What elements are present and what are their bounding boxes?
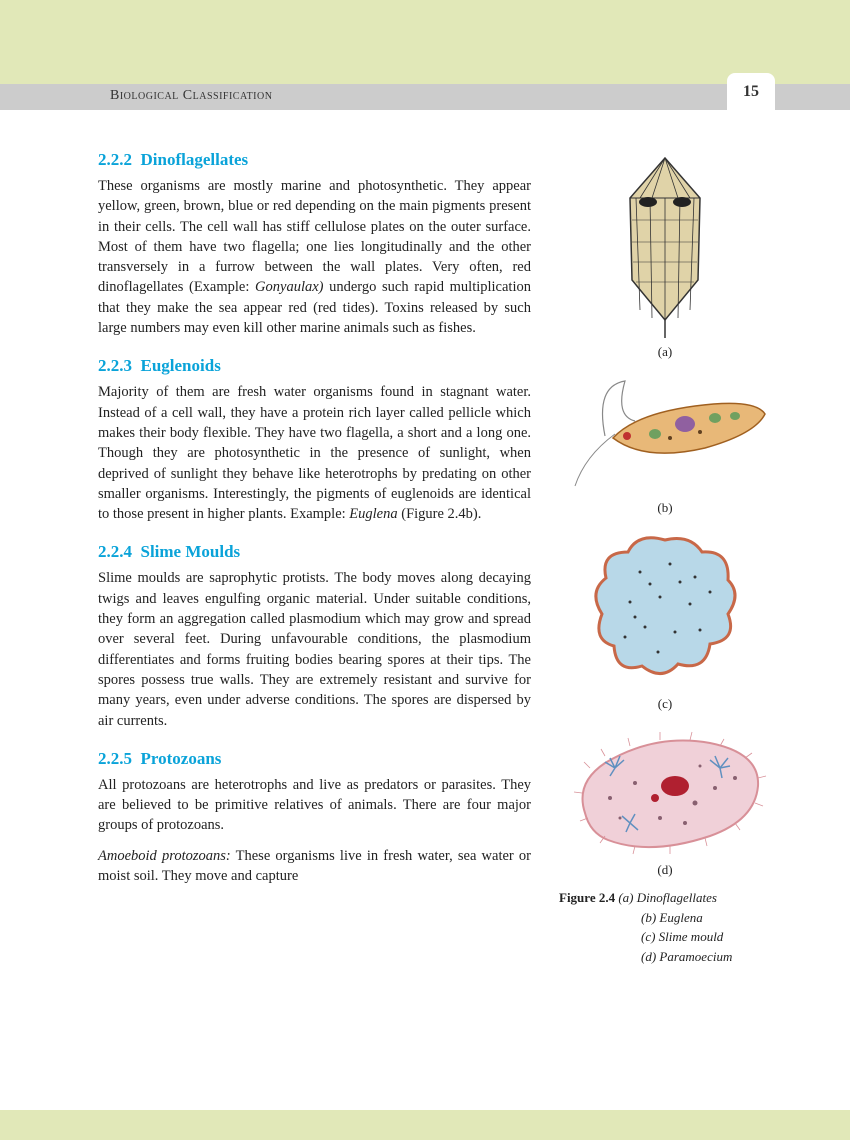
- section-heading: 2.2.4 Slime Moulds: [98, 542, 531, 562]
- figure-label: (b): [657, 500, 672, 516]
- section-body: These organisms are mostly marine and ph…: [98, 176, 531, 338]
- figure-column: (a) (b): [555, 150, 775, 966]
- figure-a: (a): [555, 150, 775, 360]
- page-number-tab: 15: [727, 73, 775, 110]
- figure-label: (c): [658, 696, 672, 712]
- figure-label: (d): [657, 862, 672, 878]
- figure-caption: Figure 2.4 (a) Dinoflagellates (b) Eugle…: [555, 888, 775, 966]
- text-column: 2.2.2 Dinoflagellates These organisms ar…: [98, 150, 531, 966]
- section-heading: 2.2.2 Dinoflagellates: [98, 150, 531, 170]
- section-body: Slime moulds are saprophytic protists. T…: [98, 568, 531, 730]
- page-number: 15: [743, 83, 759, 100]
- trailing-paragraph: Amoeboid protozoans: These organisms liv…: [98, 846, 531, 887]
- paramoecium-icon: [560, 718, 770, 858]
- chapter-title: Biological Classification: [110, 88, 272, 104]
- bottom-color-band: [0, 1110, 850, 1140]
- dinoflagellate-icon: [600, 150, 730, 340]
- section-body: Majority of them are fresh water organis…: [98, 382, 531, 524]
- figure-label: (a): [658, 344, 672, 360]
- top-color-band: [0, 0, 850, 84]
- page-content: 2.2.2 Dinoflagellates These organisms ar…: [0, 110, 850, 966]
- caption-lead: Figure 2.4: [559, 890, 615, 905]
- section-heading: 2.2.3 Euglenoids: [98, 356, 531, 376]
- slime-mould-icon: [580, 522, 750, 692]
- figure-c: (c): [555, 522, 775, 712]
- euglena-icon: [555, 366, 775, 496]
- figure-d: (d): [555, 718, 775, 878]
- section-body: All protozoans are heterotrophs and live…: [98, 775, 531, 836]
- section-heading: 2.2.5 Protozoans: [98, 749, 531, 769]
- figure-b: (b): [555, 366, 775, 516]
- header-bar: Biological Classification 15: [0, 84, 850, 110]
